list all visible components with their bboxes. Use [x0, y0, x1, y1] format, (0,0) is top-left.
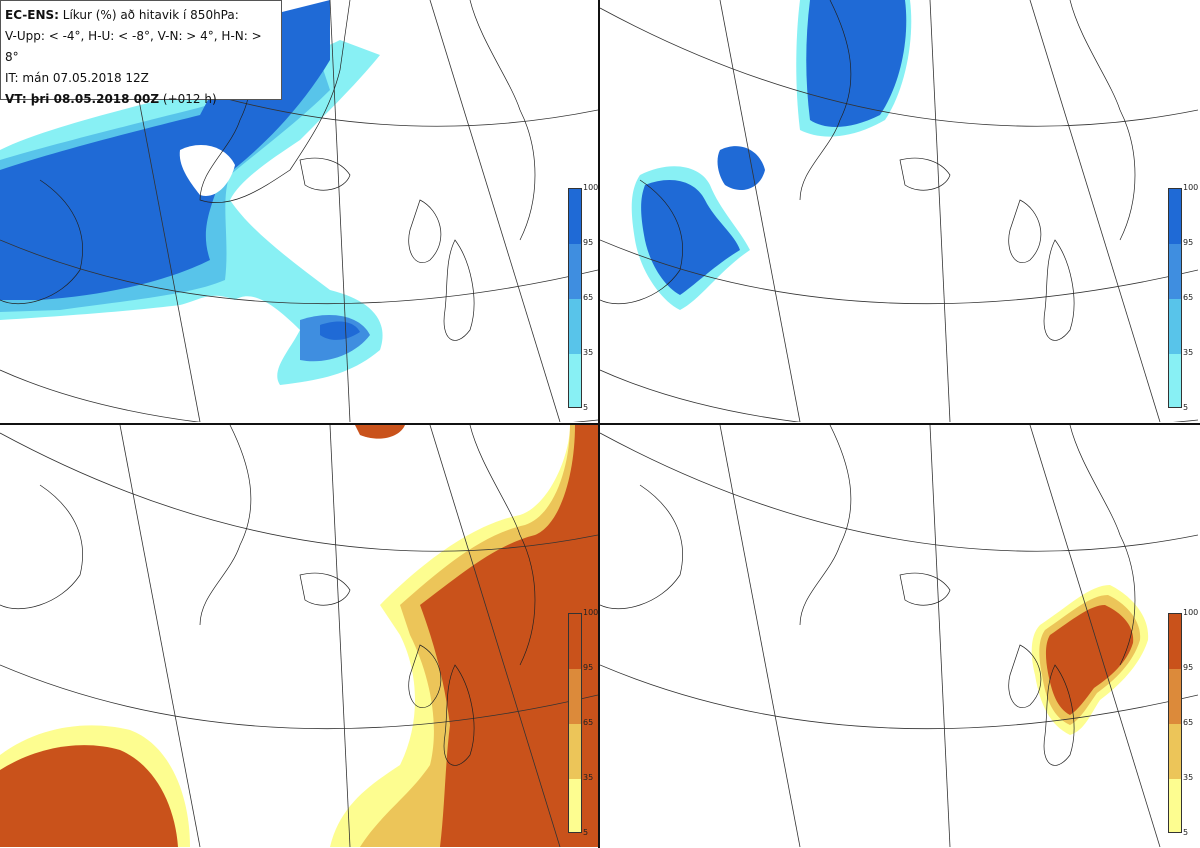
valid-time: VT: þri 08.05.2018 00Z — [5, 92, 160, 106]
map-panel-top-left: 100 95 65 35 5 — [0, 0, 598, 422]
colorbar-tick: 35 — [583, 773, 594, 782]
map-panel-top-right: 100 95 65 35 5 — [600, 0, 1198, 422]
colorbar-tick: 35 — [1183, 348, 1194, 357]
panel-divider-horizontal — [0, 423, 1200, 425]
colorbar-tick: 100 — [583, 183, 598, 192]
colorbar-tick: 35 — [583, 348, 594, 357]
probability-map-warm-8 — [600, 425, 1198, 847]
prob-region-dark-blue-3 — [717, 146, 765, 190]
colorbar-tick: 95 — [583, 663, 594, 672]
colorbar-tick: 100 — [583, 608, 598, 617]
probability-map-cold-4 — [0, 0, 598, 422]
map-panel-bottom-left: 100 95 65 35 5 — [0, 425, 598, 847]
forecast-info-box: EC-ENS: Líkur (%) að hitavik í 850hPa: V… — [0, 0, 282, 106]
colorbar-tick: 35 — [1183, 773, 1194, 782]
colorbar-tick: 65 — [583, 718, 594, 727]
map-panel-bottom-right: 100 95 65 35 5 — [600, 425, 1198, 847]
model-label: EC-ENS: — [5, 8, 59, 22]
colorbar-tick: 5 — [583, 403, 589, 412]
colorbar-tick: 100 — [1183, 183, 1198, 192]
colorbar-cold: 100 95 65 35 5 — [1168, 184, 1198, 420]
title-line: EC-ENS: Líkur (%) að hitavik í 850hPa: — [5, 5, 277, 26]
prob-region-dark-blue — [806, 0, 907, 127]
colorbar-tick: 95 — [1183, 663, 1194, 672]
colorbar-tick: 65 — [1183, 718, 1194, 727]
colorbar-warm: 100 95 65 35 5 — [1168, 609, 1198, 845]
valid-time-line: VT: þri 08.05.2018 00Z (+012 h) — [5, 89, 277, 110]
colorbar-cold: 100 95 65 35 5 — [568, 184, 598, 420]
colorbar-tick: 65 — [583, 293, 594, 302]
colorbar-tick: 95 — [583, 238, 594, 247]
prob-region-rust — [420, 425, 598, 847]
colorbar-tick: 5 — [1183, 403, 1189, 412]
prob-region-top-spot — [355, 425, 405, 439]
prob-region-rust — [1045, 605, 1134, 715]
colorbar-tick: 95 — [1183, 238, 1194, 247]
thresholds-line: V-Upp: < -4°, H-U: < -8°, V-N: > 4°, H-N… — [5, 29, 262, 64]
map-title: Líkur (%) að hitavik í 850hPa: — [62, 8, 239, 22]
probability-map-warm-4 — [0, 425, 598, 847]
colorbar-tick: 100 — [1183, 608, 1198, 617]
colorbar-tick: 65 — [1183, 293, 1194, 302]
colorbar-tick: 5 — [583, 828, 589, 837]
prob-region-rust-2 — [0, 745, 178, 847]
colorbar-tick: 5 — [1183, 828, 1189, 837]
colorbar-warm: 100 95 65 35 5 — [568, 609, 598, 845]
lead-time: (+012 h) — [162, 92, 217, 106]
probability-map-cold-8 — [600, 0, 1198, 422]
init-time: IT: mán 07.05.2018 12Z — [5, 71, 149, 85]
prob-region-dark-blue-2 — [320, 321, 360, 340]
prob-region-dark-blue-2 — [641, 180, 740, 295]
prob-region-gap — [179, 145, 235, 196]
